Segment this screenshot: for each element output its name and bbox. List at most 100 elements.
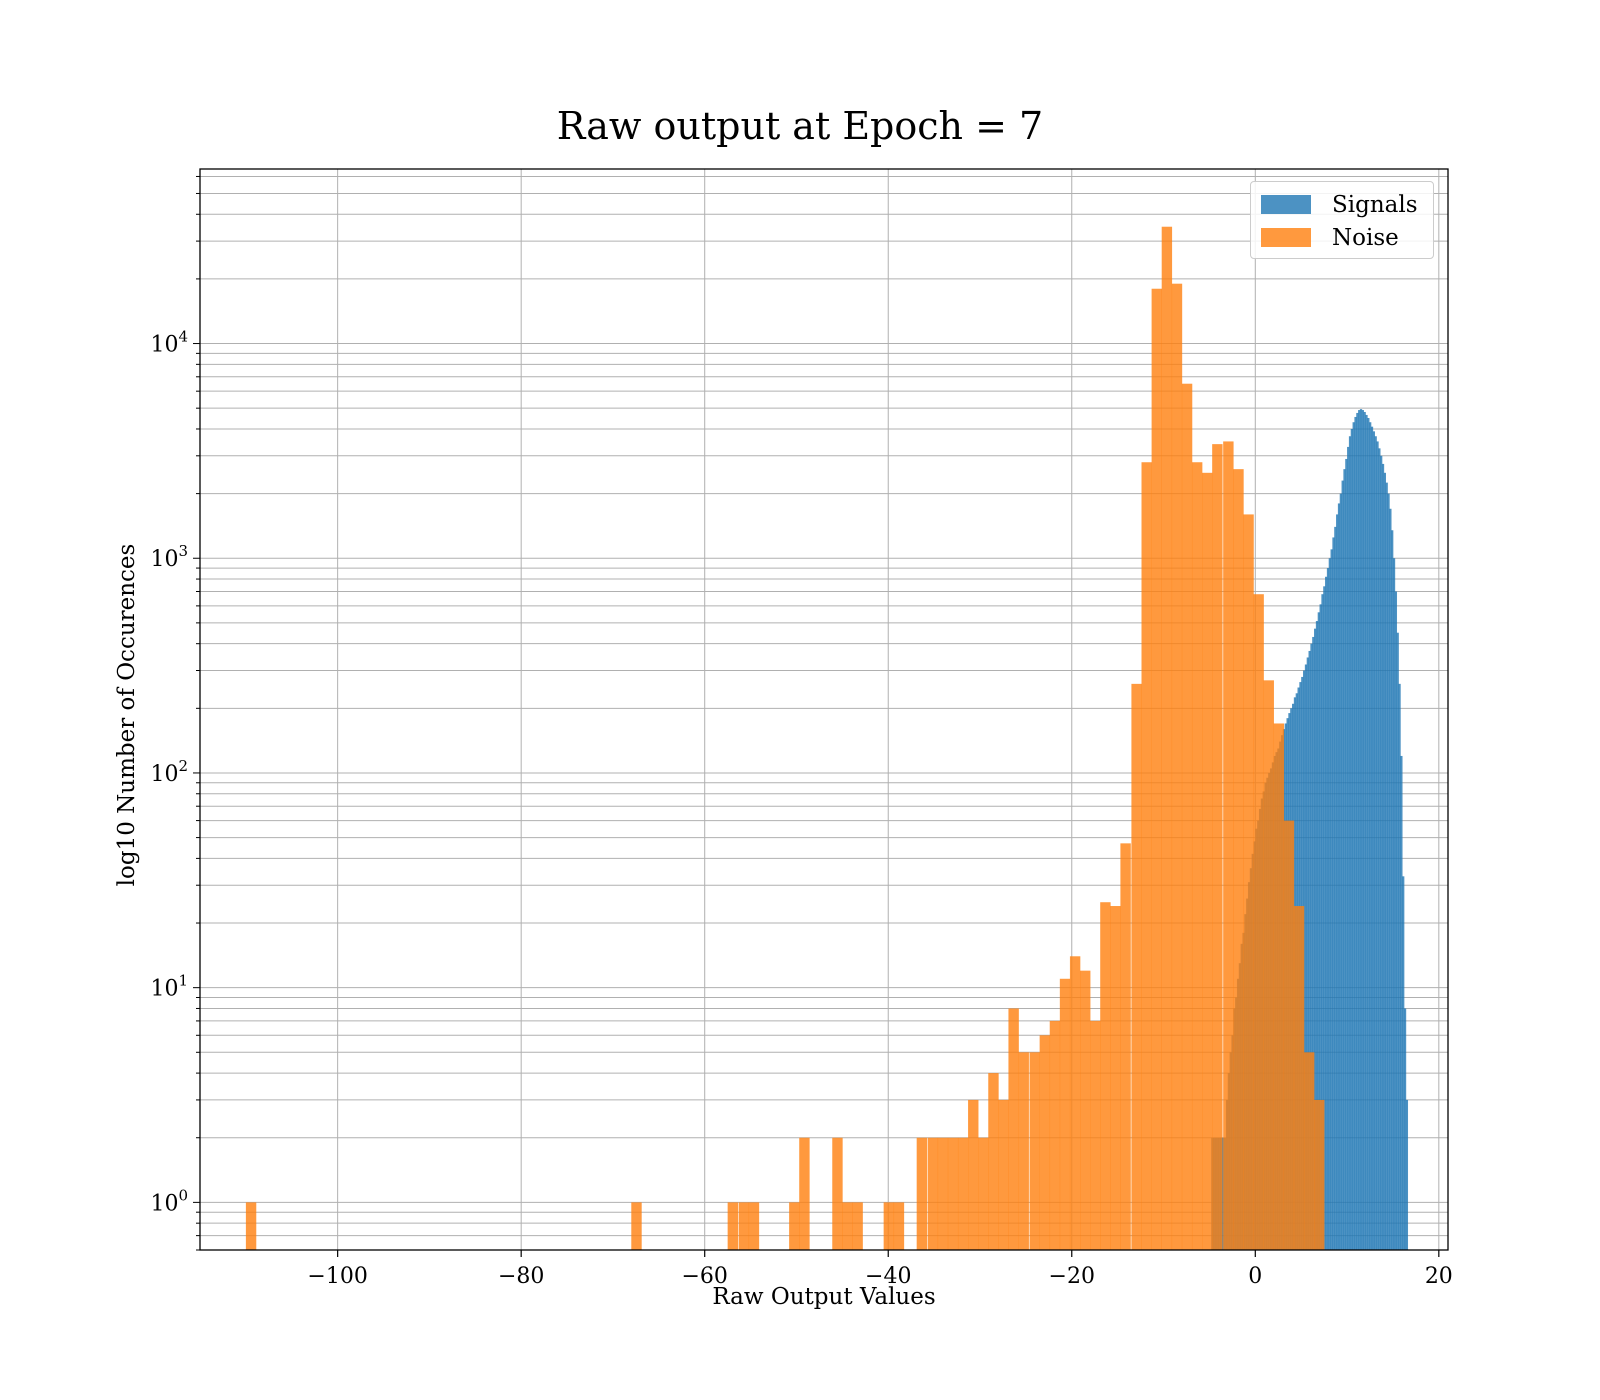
noise-bar: [245, 1202, 257, 1250]
signals-bar: [1314, 628, 1317, 1250]
noise-bar: [1018, 1052, 1029, 1250]
signals-bar: [1376, 441, 1379, 1250]
signals-bar: [1398, 683, 1401, 1250]
legend-swatch-noise: [1261, 228, 1311, 247]
signals-bar: [1325, 576, 1328, 1250]
signals-bar: [1310, 643, 1313, 1250]
signals-bar: [1319, 604, 1322, 1250]
noise-bar: [738, 1202, 750, 1250]
noise-bar: [957, 1137, 969, 1250]
signals-bar: [1359, 409, 1363, 1250]
histogram-bars: [245, 226, 1409, 1251]
signals-bar: [1345, 458, 1348, 1250]
signals-bar: [1336, 514, 1339, 1250]
y-tick-label: 103: [150, 542, 188, 572]
chart-title: Raw output at Epoch = 7: [556, 104, 1044, 148]
signals-bar: [1394, 591, 1398, 1250]
signals-bar: [1354, 416, 1357, 1251]
signals-bar: [1343, 469, 1346, 1250]
signals-bar: [1385, 482, 1388, 1250]
signals-bar: [1339, 493, 1342, 1251]
signals-bar: [1365, 414, 1368, 1250]
noise-bar: [1212, 444, 1223, 1250]
x-tick-label: −80: [498, 1264, 544, 1289]
noise-bar: [789, 1202, 800, 1250]
signals-bar: [1308, 650, 1311, 1250]
y-tick-label: 104: [150, 328, 188, 358]
signals-bar: [1304, 664, 1308, 1250]
noise-bar: [1090, 1020, 1101, 1250]
noise-bar: [1283, 820, 1295, 1250]
signals-bar: [1317, 612, 1320, 1250]
legend-item-signals: Signals: [1261, 188, 1423, 221]
signals-bar: [1380, 455, 1383, 1250]
noise-bar: [1100, 902, 1111, 1250]
plot-frame: [199, 168, 1449, 1251]
noise-bar: [1223, 441, 1234, 1250]
y-tick-label: 100: [150, 1186, 188, 1216]
signals-bar: [1363, 411, 1366, 1250]
signals-bar: [1383, 472, 1386, 1250]
noise-bar: [1008, 1008, 1019, 1250]
noise-bar: [1314, 1099, 1325, 1250]
signals-bar: [1403, 1008, 1407, 1250]
signals-bar: [1350, 428, 1353, 1250]
noise-bar: [1059, 978, 1071, 1250]
noise-bar: [988, 1073, 999, 1250]
noise-bar: [842, 1202, 853, 1250]
noise-bar: [727, 1202, 739, 1250]
signals-bar: [1306, 657, 1309, 1250]
signals-bar: [1378, 448, 1381, 1251]
signals-bar: [1402, 876, 1405, 1250]
signals-bar: [1348, 436, 1352, 1250]
noise-bar: [947, 1137, 959, 1250]
noise-bar: [1202, 472, 1213, 1250]
signals-bar: [1391, 530, 1394, 1250]
noise-bar: [1273, 723, 1285, 1250]
noise-bar: [1039, 1035, 1051, 1250]
noise-bar: [1131, 683, 1142, 1250]
noise-bar: [1080, 970, 1091, 1250]
noise-bar: [1161, 226, 1173, 1251]
y-axis-label: log10 Number of Occurences: [114, 543, 140, 887]
signals-bar: [1334, 526, 1337, 1250]
noise-bar: [1243, 514, 1254, 1250]
signals-bar: [1389, 508, 1392, 1250]
noise-bar: [852, 1202, 863, 1250]
x-tick-label: 20: [1425, 1264, 1453, 1289]
signals-bar: [1361, 410, 1364, 1250]
noise-bar: [799, 1137, 810, 1250]
signals-bar: [1332, 537, 1335, 1250]
signals-bar: [1352, 422, 1355, 1251]
signals-bar: [1315, 621, 1319, 1250]
noise-bar: [978, 1137, 989, 1250]
noise-bar: [937, 1137, 949, 1250]
noise-bar: [1141, 462, 1152, 1251]
noise-bar: [968, 1099, 979, 1250]
x-tick-label: 0: [1248, 1264, 1262, 1289]
chart-legend: Signals Noise: [1250, 181, 1434, 259]
noise-bar: [1191, 462, 1203, 1251]
noise-bar: [1233, 469, 1244, 1250]
signals-bar: [1400, 755, 1403, 1250]
signals-bar: [1356, 412, 1359, 1251]
signals-bar: [1330, 549, 1333, 1250]
signals-bar: [1341, 480, 1344, 1250]
legend-label-signals: Signals: [1332, 191, 1418, 218]
noise-bar: [1029, 1052, 1040, 1250]
noise-bar: [1263, 680, 1274, 1250]
noise-bar: [1253, 594, 1264, 1250]
x-axis-label: Raw Output Values: [712, 1284, 936, 1310]
signals-bar: [1369, 422, 1372, 1251]
signals-bar: [1358, 410, 1361, 1250]
noise-bar: [927, 1137, 939, 1250]
noise-bar: [1120, 843, 1131, 1250]
signals-bar: [1326, 568, 1330, 1250]
x-tick-label: −40: [865, 1264, 911, 1289]
y-tick-label: 101: [150, 972, 188, 1002]
noise-bar: [893, 1202, 905, 1250]
signals-bar: [1323, 586, 1326, 1250]
signals-bar: [1312, 636, 1315, 1250]
noise-bar: [1181, 383, 1193, 1250]
